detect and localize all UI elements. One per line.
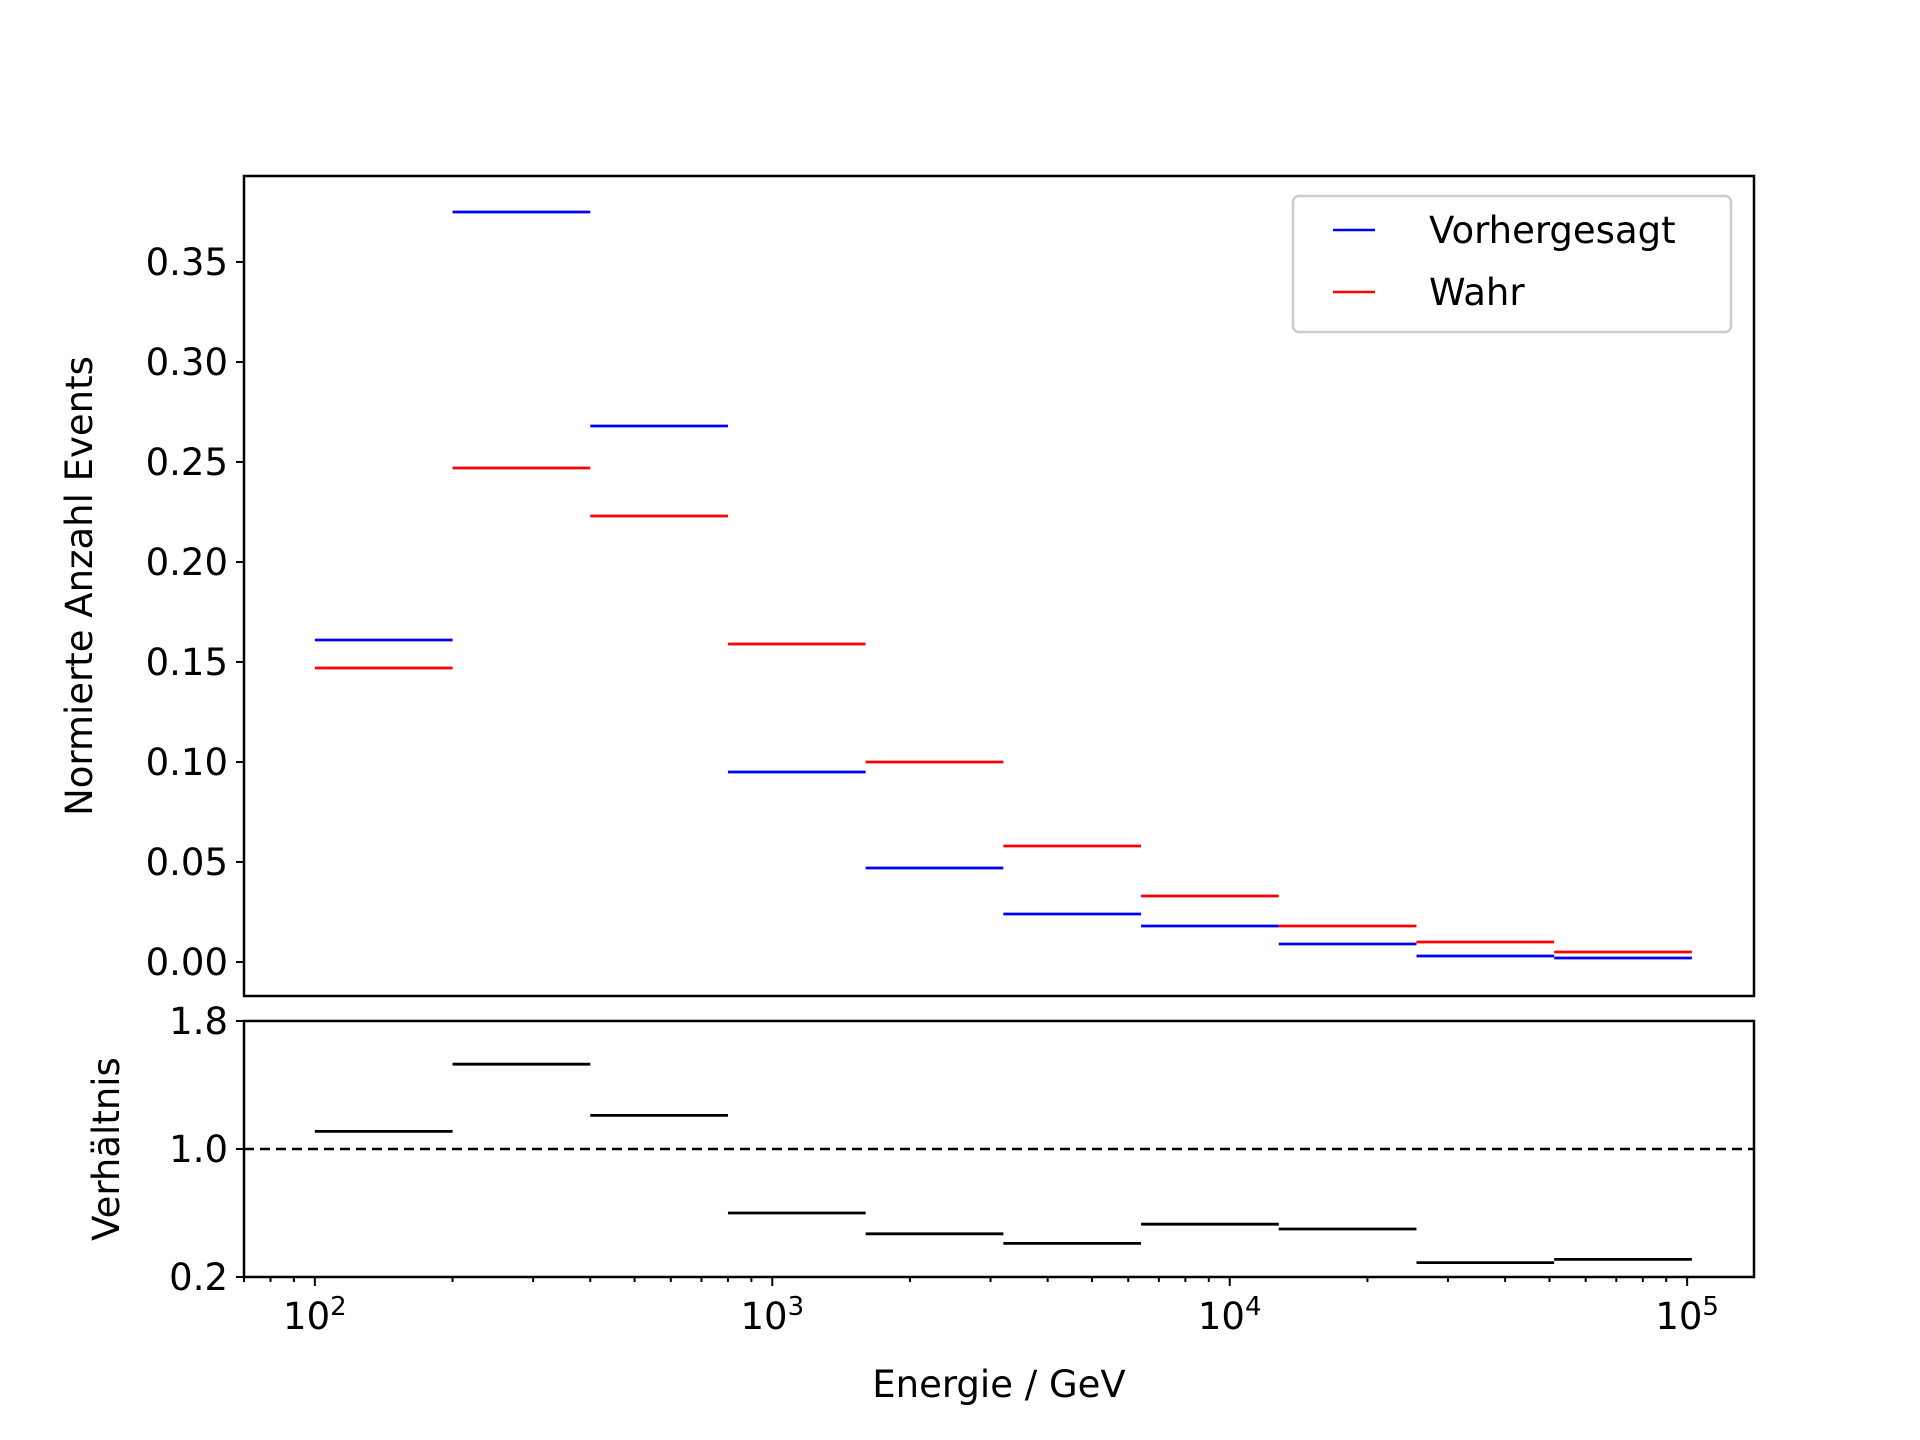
legend-box [1291, 194, 1733, 334]
top-panel: 0.00 0.05 0.10 0.15 0.20 0.25 0.30 0.35 Normier… [58, 174, 1756, 998]
top-data-marks [314, 210, 1692, 960]
x-tick-label: 103 [740, 1292, 804, 1338]
top-y-tick-label: 0.00 [146, 941, 228, 984]
bottom-data-marks [244, 1062, 1754, 1264]
top-y-tick-label: 0.25 [146, 441, 228, 484]
x-tick-label: 104 [1198, 1292, 1262, 1338]
x-tick-label: 105 [1655, 1292, 1719, 1338]
bottom-panel: 0.2 1.0 1.8 102 103 104 105 Verhältnis Energi… [85, 1000, 1756, 1406]
bottom-y-tick-label: 0.2 [169, 1256, 228, 1299]
bottom-y-tick-label: 1.0 [169, 1128, 228, 1171]
x-tick-label: 102 [283, 1292, 347, 1338]
legend: Vorhergesagt Wahr [1291, 194, 1733, 334]
legend-label-wahr: Wahr [1429, 271, 1525, 314]
bottom-y-axis-label: Verhältnis [85, 1057, 128, 1241]
top-y-tick-label: 0.20 [146, 541, 228, 584]
top-y-tick-label: 0.35 [146, 241, 228, 284]
x-axis-label: Energie / GeV [872, 1363, 1125, 1406]
top-plot-frame [242, 174, 1756, 998]
top-y-axis-label: Normierte Anzahl Events [58, 356, 101, 816]
x-ticks: 102 103 104 105 [243, 1277, 1719, 1338]
legend-label-vorhergesagt: Vorhergesagt [1429, 209, 1676, 252]
bottom-y-tick-label: 1.8 [169, 1000, 228, 1043]
top-y-tick-label: 0.15 [146, 641, 228, 684]
bottom-plot-frame [242, 1019, 1756, 1279]
top-y-tick-label: 0.05 [146, 841, 228, 884]
top-y-tick-label: 0.30 [146, 341, 228, 384]
top-y-ticks: 0.00 0.05 0.10 0.15 0.20 0.25 0.30 0.35 [146, 241, 244, 984]
bottom-y-ticks: 0.2 1.0 1.8 [169, 1000, 244, 1299]
top-y-tick-label: 0.10 [146, 741, 228, 784]
